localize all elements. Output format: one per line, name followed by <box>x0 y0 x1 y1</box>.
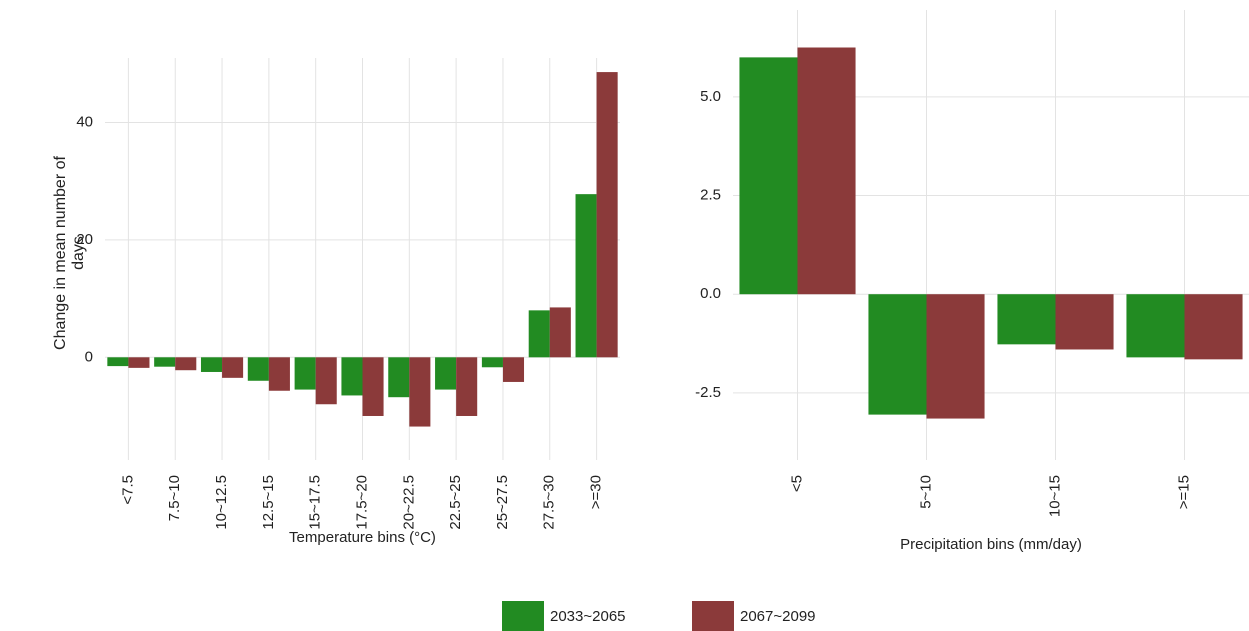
x-tick-label: 25~27.5 <box>494 475 511 530</box>
x-axis-title: Temperature bins (°C) <box>289 529 436 546</box>
bar <box>456 357 478 416</box>
y-tick-label: 0 <box>85 348 93 365</box>
bar <box>200 357 223 372</box>
y-tick-label: 2.5 <box>700 186 721 203</box>
bar <box>175 357 197 371</box>
bar <box>1184 294 1243 360</box>
y-tick-label: 0.0 <box>700 285 721 302</box>
bar <box>926 294 985 419</box>
x-tick-label: >=15 <box>1175 475 1192 509</box>
bar <box>222 357 244 378</box>
bar <box>596 72 618 358</box>
bar <box>1055 294 1114 350</box>
x-tick-label: 22.5~25 <box>447 475 464 530</box>
x-tick-label: 27.5~30 <box>541 475 558 530</box>
bar <box>528 310 550 358</box>
bar <box>797 47 856 295</box>
bar <box>575 194 597 358</box>
bar <box>388 357 410 398</box>
bar <box>868 294 927 415</box>
bar <box>502 357 525 382</box>
bar <box>549 307 571 358</box>
y-tick-label: 40 <box>76 114 93 131</box>
bar <box>268 357 290 391</box>
x-tick-label: 20~22.5 <box>400 475 417 530</box>
y-axis-title: Change in mean number of days <box>52 156 87 350</box>
x-tick-label: 10~12.5 <box>213 475 230 530</box>
bar <box>997 294 1056 345</box>
x-tick-label: 15~17.5 <box>307 475 324 530</box>
bar <box>481 357 503 368</box>
bar <box>1126 294 1185 358</box>
bar <box>739 57 798 295</box>
bar <box>154 357 176 367</box>
x-tick-label: 7.5~10 <box>166 475 183 521</box>
x-tick-label: 12.5~15 <box>260 475 277 530</box>
x-tick-label: <5 <box>788 475 805 492</box>
bar <box>107 357 129 367</box>
bar <box>435 357 457 390</box>
x-tick-label: 10~15 <box>1046 475 1063 517</box>
x-axis-title: Precipitation bins (mm/day) <box>900 536 1082 553</box>
y-tick-label: -2.5 <box>695 384 721 401</box>
bar <box>294 357 316 390</box>
x-tick-label: 17.5~20 <box>353 475 370 530</box>
y-tick-label: 5.0 <box>700 88 721 105</box>
legend-label: 2067~2099 <box>740 608 816 625</box>
bar <box>247 357 269 381</box>
y-tick-label: 20 <box>76 231 93 248</box>
bar <box>362 357 384 416</box>
bar <box>315 357 337 405</box>
legend-swatch <box>692 601 734 631</box>
x-tick-label: 5~10 <box>917 475 934 509</box>
legend-label: 2033~2065 <box>550 608 626 625</box>
x-tick-label: <7.5 <box>119 475 136 505</box>
legend-swatch <box>502 601 544 631</box>
bar <box>341 357 363 396</box>
x-tick-label: >=30 <box>588 475 605 509</box>
bar <box>409 357 431 427</box>
bar <box>128 357 150 368</box>
